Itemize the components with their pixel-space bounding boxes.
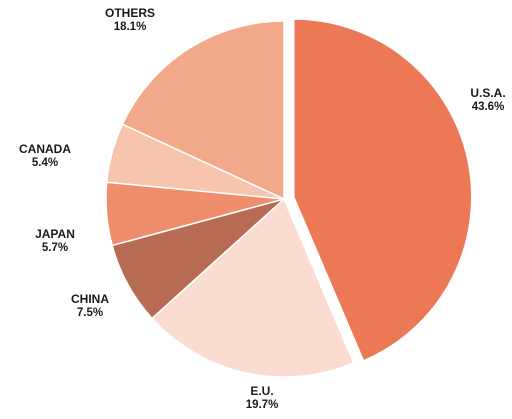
pie-slices — [105, 18, 473, 378]
slice-label-china: CHINA — [71, 292, 109, 306]
slice-label-japan: JAPAN — [35, 227, 75, 241]
slice-value-u-s-a: 43.6% — [472, 101, 505, 113]
slice-value-china: 7.5% — [77, 307, 103, 319]
slice-label-u-s-a: U.S.A. — [470, 86, 505, 100]
slice-value-e-u: 19.7% — [246, 399, 279, 411]
slice-value-canada: 5.4% — [32, 157, 58, 169]
slice-value-japan: 5.7% — [42, 242, 68, 254]
slice-label-e-u: E.U. — [250, 384, 273, 398]
slice-label-canada: CANADA — [19, 142, 71, 156]
slice-label-others: OTHERS — [105, 6, 155, 20]
pie-slice-e-u — [150, 197, 355, 378]
slice-value-others: 18.1% — [114, 21, 147, 33]
pie-slice-others — [121, 20, 285, 201]
pie-slice-u-s-a — [293, 18, 473, 362]
